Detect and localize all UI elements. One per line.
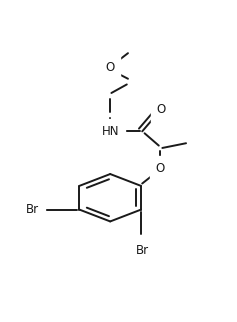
Text: Br: Br [136, 244, 149, 257]
Text: Br: Br [26, 203, 39, 216]
Text: O: O [155, 162, 165, 175]
Text: O: O [156, 103, 165, 116]
Text: O: O [105, 61, 115, 74]
Text: HN: HN [101, 125, 119, 138]
